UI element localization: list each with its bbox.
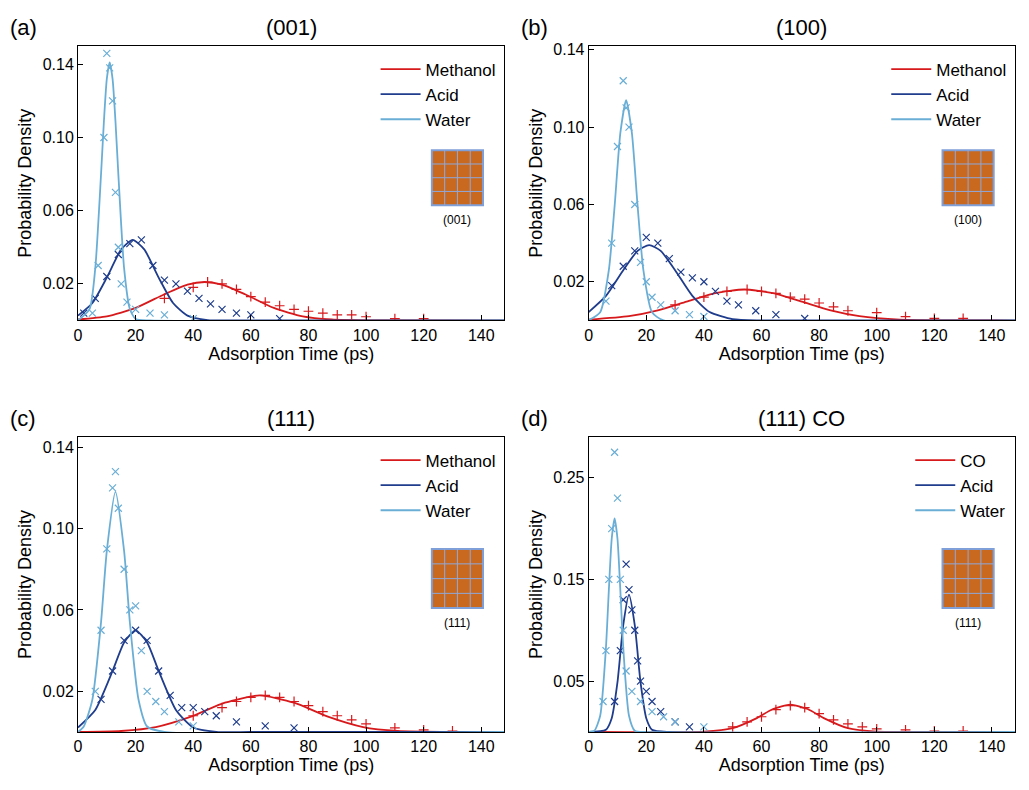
svg-text:80: 80 [810,738,828,755]
svg-text:80: 80 [300,327,318,344]
svg-text:Water: Water [426,502,471,521]
svg-text:140: 140 [979,327,1006,344]
svg-text:0.15: 0.15 [553,571,584,588]
svg-text:(a): (a) [10,15,37,40]
svg-text:Water: Water [960,502,1005,521]
svg-text:0.10: 0.10 [43,520,74,537]
svg-text:0.25: 0.25 [553,469,584,486]
svg-text:40: 40 [184,327,202,344]
svg-text:Adsorption Time (ps): Adsorption Time (ps) [208,755,374,775]
svg-text:140: 140 [468,327,495,344]
svg-text:Probability Density: Probability Density [526,109,546,258]
svg-text:100: 100 [863,738,890,755]
svg-text:(111): (111) [267,406,315,431]
svg-text:40: 40 [695,738,713,755]
svg-text:0.05: 0.05 [553,673,584,690]
svg-text:40: 40 [184,738,202,755]
svg-text:20: 20 [127,738,145,755]
svg-text:100: 100 [863,327,890,344]
svg-text:Water: Water [936,111,981,130]
svg-text:80: 80 [810,327,828,344]
svg-text:0.14: 0.14 [43,439,74,456]
svg-text:(100): (100) [954,213,982,227]
svg-text:20: 20 [637,327,655,344]
svg-text:(111): (111) [955,616,981,630]
svg-text:(001): (001) [443,213,471,227]
svg-text:0.02: 0.02 [43,683,74,700]
svg-text:60: 60 [753,327,771,344]
svg-text:140: 140 [979,738,1006,755]
svg-text:Acid: Acid [936,86,969,105]
svg-text:120: 120 [410,327,437,344]
svg-text:0.06: 0.06 [553,196,584,213]
svg-text:Acid: Acid [426,477,459,496]
svg-text:(111): (111) [444,616,470,630]
svg-text:0: 0 [584,738,593,755]
svg-text:Adsorption Time (ps): Adsorption Time (ps) [719,755,885,775]
svg-text:(c): (c) [10,406,36,431]
svg-text:Methanol: Methanol [426,452,496,471]
svg-text:60: 60 [242,738,260,755]
svg-text:0.06: 0.06 [43,602,74,619]
svg-text:0.10: 0.10 [43,129,74,146]
svg-text:20: 20 [127,327,145,344]
svg-text:0.02: 0.02 [553,273,584,290]
svg-text:Probability Density: Probability Density [15,510,35,659]
svg-text:80: 80 [300,738,318,755]
svg-text:Methanol: Methanol [426,61,496,80]
svg-text:0.02: 0.02 [43,275,74,292]
svg-text:Water: Water [426,111,471,130]
svg-text:120: 120 [921,327,948,344]
svg-text:CO: CO [960,452,986,471]
svg-text:100: 100 [353,738,380,755]
svg-text:Adsorption Time (ps): Adsorption Time (ps) [719,344,885,364]
svg-text:60: 60 [753,738,771,755]
svg-text:0.06: 0.06 [43,202,74,219]
svg-text:Probability Density: Probability Density [526,510,546,659]
svg-text:140: 140 [468,738,495,755]
svg-text:120: 120 [410,738,437,755]
svg-text:100: 100 [353,327,380,344]
svg-text:0: 0 [74,738,83,755]
svg-text:20: 20 [637,738,655,755]
svg-text:40: 40 [695,327,713,344]
svg-text:Methanol: Methanol [936,61,1006,80]
svg-text:0: 0 [74,327,83,344]
svg-text:(111) CO: (111) CO [758,406,845,431]
svg-text:(d): (d) [521,406,548,431]
svg-text:0: 0 [584,327,593,344]
svg-text:0.10: 0.10 [553,119,584,136]
svg-text:0.14: 0.14 [553,41,584,58]
svg-text:120: 120 [921,738,948,755]
svg-text:(100): (100) [776,15,827,40]
svg-text:60: 60 [242,327,260,344]
svg-text:(001): (001) [266,15,317,40]
svg-text:(b): (b) [521,15,548,40]
svg-text:0.14: 0.14 [43,56,74,73]
svg-text:Adsorption Time (ps): Adsorption Time (ps) [208,344,374,364]
svg-text:Acid: Acid [426,86,459,105]
svg-text:Acid: Acid [960,477,993,496]
svg-text:Probability Density: Probability Density [15,109,35,258]
